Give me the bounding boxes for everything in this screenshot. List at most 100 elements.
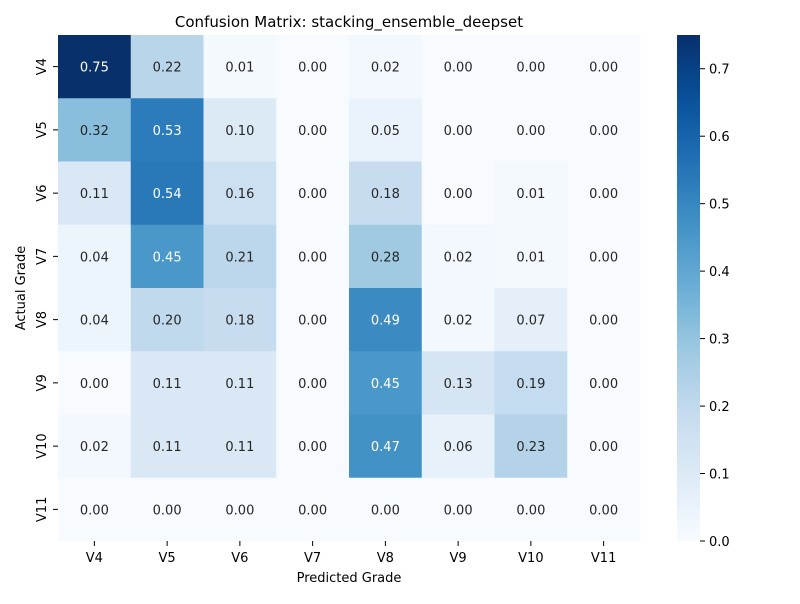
x-axis-label: Predicted Grade — [297, 571, 402, 586]
cell-value-label: 0.00 — [589, 377, 618, 392]
cell-value-label: 0.00 — [298, 250, 327, 265]
colorbar-tick-label: 0.4 — [709, 265, 730, 280]
cell-value-label: 0.00 — [298, 61, 327, 76]
cell-value-label: 0.11 — [225, 377, 254, 392]
heatmap-cell — [494, 477, 568, 542]
heatmap-cell — [203, 351, 277, 415]
cell-value-label: 0.00 — [589, 503, 618, 518]
cell-value-label: 0.54 — [153, 187, 182, 202]
heatmap-cell — [349, 98, 423, 162]
x-axis-ticks: V4 V5 V6 V7 V8 V9 V10 V11 — [86, 541, 616, 566]
heatmap-cell — [130, 35, 204, 99]
heatmap-cell — [203, 414, 277, 479]
cell-value-label: 0.00 — [444, 124, 473, 139]
heatmap-cell — [276, 351, 350, 415]
chart-title: Confusion Matrix: stacking_ensemble_deep… — [175, 13, 523, 32]
heatmap-cell — [567, 224, 641, 289]
cell-value-label: 0.13 — [444, 377, 473, 392]
heatmap-cell — [349, 35, 423, 99]
y-axis-ticks: V4 V5 V6 V7 V8 V9 V10 V11 — [35, 58, 58, 522]
cell-value-label: 0.00 — [80, 503, 109, 518]
heatmap-cell — [494, 288, 568, 352]
cell-value-label: 0.01 — [516, 187, 545, 202]
heatmap-cell — [494, 224, 568, 289]
heatmap-cell — [276, 35, 350, 99]
cell-value-label: 0.11 — [153, 440, 182, 455]
cell-value-label: 0.02 — [371, 61, 400, 76]
heatmap-cell — [276, 288, 350, 352]
cell-value-label: 0.11 — [80, 187, 109, 202]
heatmap-cell — [421, 477, 495, 542]
heatmap-cell — [494, 35, 568, 99]
cell-value-label: 0.05 — [371, 124, 400, 139]
heatmap-cell — [58, 161, 132, 226]
heatmap-cell — [203, 224, 277, 289]
cell-value-label: 0.00 — [444, 187, 473, 202]
colorbar-tick-label: 0.7 — [709, 63, 730, 78]
heatmap-cell — [567, 161, 641, 226]
cell-value-label: 0.00 — [589, 314, 618, 329]
heatmap-cell — [494, 351, 568, 415]
cell-value-label: 0.00 — [444, 61, 473, 76]
cell-value-label: 0.04 — [80, 250, 109, 265]
cell-value-label: 0.28 — [371, 250, 400, 265]
colorbar-tick-label: 0.6 — [709, 130, 730, 145]
colorbar-gradient — [677, 35, 700, 541]
cell-value-label: 0.21 — [225, 250, 254, 265]
cell-value-label: 0.00 — [516, 61, 545, 76]
heatmap-cell — [58, 351, 132, 415]
cell-value-label: 0.04 — [80, 314, 109, 329]
heatmap-cell — [130, 224, 204, 289]
heatmap-cell — [58, 414, 132, 479]
heatmap-cell — [567, 98, 641, 162]
heatmap-cell — [203, 35, 277, 99]
heatmap-cell — [203, 288, 277, 352]
heatmap-cell — [567, 477, 641, 542]
colorbar-tick-label: 0.3 — [709, 333, 730, 348]
cell-value-label: 0.00 — [589, 250, 618, 265]
cell-value-label: 0.19 — [516, 377, 545, 392]
colorbar-tick-label: 0.1 — [709, 468, 730, 483]
cell-value-label: 0.22 — [153, 61, 182, 76]
heatmap-cell — [349, 351, 423, 415]
heatmap-cell — [349, 161, 423, 226]
heatmap-cell — [276, 414, 350, 479]
cell-value-label: 0.00 — [153, 503, 182, 518]
cell-value-label: 0.53 — [153, 124, 182, 139]
heatmap-cell — [203, 477, 277, 542]
x-tick-label: V4 — [86, 551, 103, 566]
heatmap-cell — [276, 224, 350, 289]
heatmap-cell — [421, 161, 495, 226]
cell-value-label: 0.75 — [80, 61, 109, 76]
cell-value-label: 0.00 — [298, 440, 327, 455]
cell-value-label: 0.23 — [516, 440, 545, 455]
cell-value-label: 0.00 — [589, 61, 618, 76]
cell-value-label: 0.18 — [371, 187, 400, 202]
cell-value-label: 0.01 — [225, 61, 254, 76]
cell-value-label: 0.45 — [371, 377, 400, 392]
heatmap-cell — [276, 477, 350, 542]
cell-value-label: 0.00 — [298, 187, 327, 202]
cell-value-label: 0.07 — [516, 314, 545, 329]
x-tick-label: V11 — [591, 551, 616, 566]
x-tick-label: V9 — [450, 551, 467, 566]
cell-value-label: 0.00 — [298, 377, 327, 392]
heatmap-cell — [58, 224, 132, 289]
cell-value-label: 0.11 — [153, 377, 182, 392]
heatmap-cell — [421, 414, 495, 479]
heatmap-cell — [349, 288, 423, 352]
cell-value-label: 0.49 — [371, 314, 400, 329]
y-tick-label: V9 — [35, 374, 50, 391]
y-tick-label: V10 — [35, 433, 50, 458]
cell-value-label: 0.00 — [225, 503, 254, 518]
cell-value-label: 0.00 — [589, 124, 618, 139]
x-tick-label: V8 — [377, 551, 394, 566]
heatmap-cell — [349, 224, 423, 289]
heatmap-cell — [349, 414, 423, 479]
heatmap-cell — [567, 351, 641, 415]
y-tick-label: V7 — [35, 248, 50, 265]
cell-value-label: 0.20 — [153, 314, 182, 329]
colorbar: 0.0 0.1 0.2 0.3 0.4 0.5 0.6 0.7 — [677, 35, 730, 550]
cell-value-label: 0.11 — [225, 440, 254, 455]
cell-value-label: 0.02 — [444, 250, 473, 265]
